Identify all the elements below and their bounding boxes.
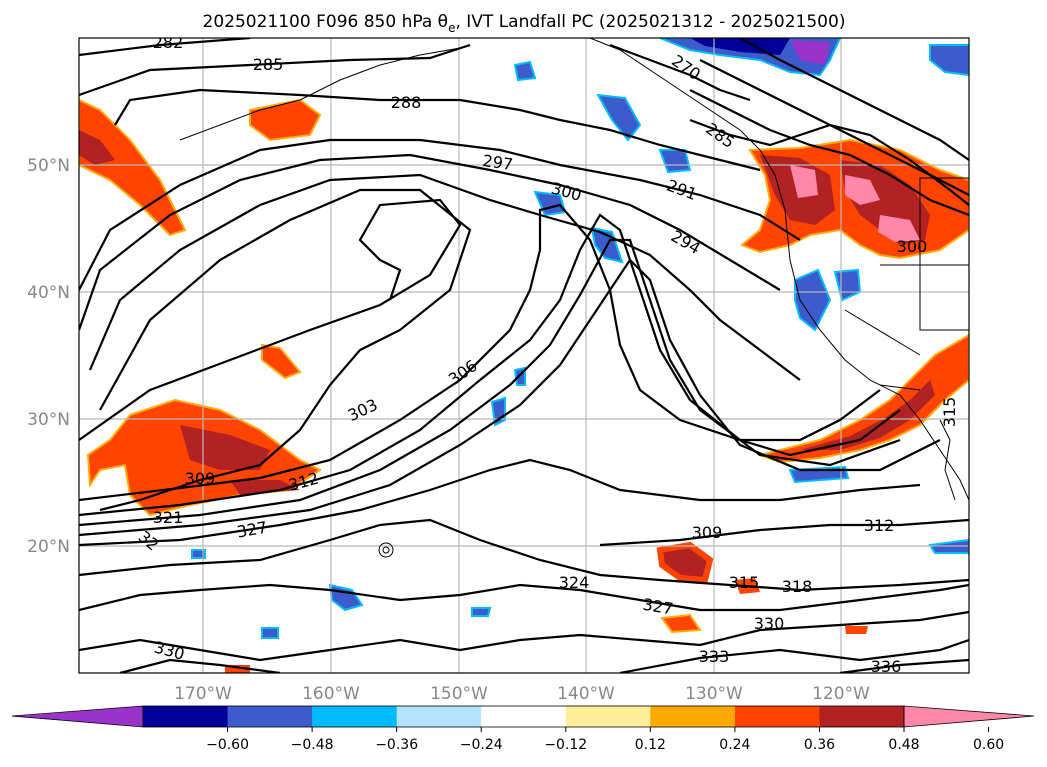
colorbar-extension-max [904, 706, 1034, 727]
contour-label: 309 [692, 523, 723, 542]
colorbar-outline [142, 705, 905, 728]
contour-label: 285 [253, 55, 284, 74]
colorbar-swatches [12, 706, 1034, 727]
contour-label: 282 [153, 33, 184, 52]
lat-label: 20°N [27, 537, 70, 557]
colorbar-swatch [819, 706, 905, 727]
colorbar-extension-min [12, 706, 143, 727]
lon-label: 160°W [302, 684, 360, 704]
colorbar-tick-label: 0.24 [719, 737, 750, 753]
colorbar-tick-label: 0.36 [804, 737, 835, 753]
coastlines [179, 38, 969, 558]
colorbar-swatch [734, 706, 820, 727]
contour-label: 288 [391, 93, 422, 112]
lon-label: 120°W [812, 684, 870, 704]
colorbar-tick-label: 0.60 [973, 737, 1004, 753]
colorbar-swatch [312, 706, 398, 727]
lat-labels: 50°N 40°N 30°N 20°N [27, 156, 70, 557]
contour-label: 309 [185, 469, 216, 488]
colorbar-tick-label: 0.48 [888, 737, 919, 753]
colorbar-swatch [565, 706, 651, 727]
colorbar-swatch [396, 706, 482, 727]
colorbar-tick-label: −0.60 [206, 737, 249, 753]
lat-label: 40°N [27, 283, 70, 303]
contour-label: 315 [940, 397, 959, 428]
colorbar-swatch [650, 706, 736, 727]
colorbar-swatch [481, 706, 567, 727]
contour-label: 324 [559, 573, 590, 592]
map-title: 2025021100 F096 850 hPa θe, IVT Landfall… [203, 12, 846, 35]
contour-label: 312 [864, 516, 895, 535]
colorbar-tick-label: 0.12 [635, 737, 666, 753]
lon-label: 140°W [557, 684, 615, 704]
lon-labels: 170°W 160°W 150°W 140°W 130°W 120°W [174, 684, 870, 704]
contour-label: 318 [782, 577, 813, 596]
colorbar-tick-label: −0.24 [460, 737, 503, 753]
contour-label: 321 [153, 508, 184, 527]
colorbar-ticks: −0.60 −0.48 −0.36 −0.24 −0.12 0.12 0.24 0.36 0.4… [206, 727, 1004, 753]
lon-label: 130°W [685, 684, 743, 704]
theta-e-contours [79, 38, 969, 673]
colorbar-tick-label: −0.48 [291, 737, 334, 753]
colorbar: −0.60 −0.48 −0.36 −0.24 −0.12 0.12 0.24 0.36 0.4… [11, 705, 1035, 753]
contour-label: 315 [729, 573, 760, 592]
contour-label: 336 [871, 657, 902, 676]
map-panel: 282 285 288 297 300 291 294 306 303 309 … [79, 33, 969, 676]
lat-label: 30°N [27, 410, 70, 430]
contour-label: 300 [897, 237, 928, 256]
map-frame [78, 37, 970, 674]
lon-label: 170°W [174, 684, 232, 704]
lat-label: 50°N [27, 156, 70, 176]
colorbar-swatch [227, 706, 313, 727]
contour-label: 297 [481, 151, 514, 174]
colorbar-tick-label: −0.36 [375, 737, 418, 753]
contour-label: 330 [754, 614, 785, 633]
colorbar-tick-label: −0.12 [544, 737, 587, 753]
lon-label: 150°W [430, 684, 488, 704]
colorbar-swatch [143, 706, 229, 727]
contour-label: 333 [699, 647, 730, 666]
